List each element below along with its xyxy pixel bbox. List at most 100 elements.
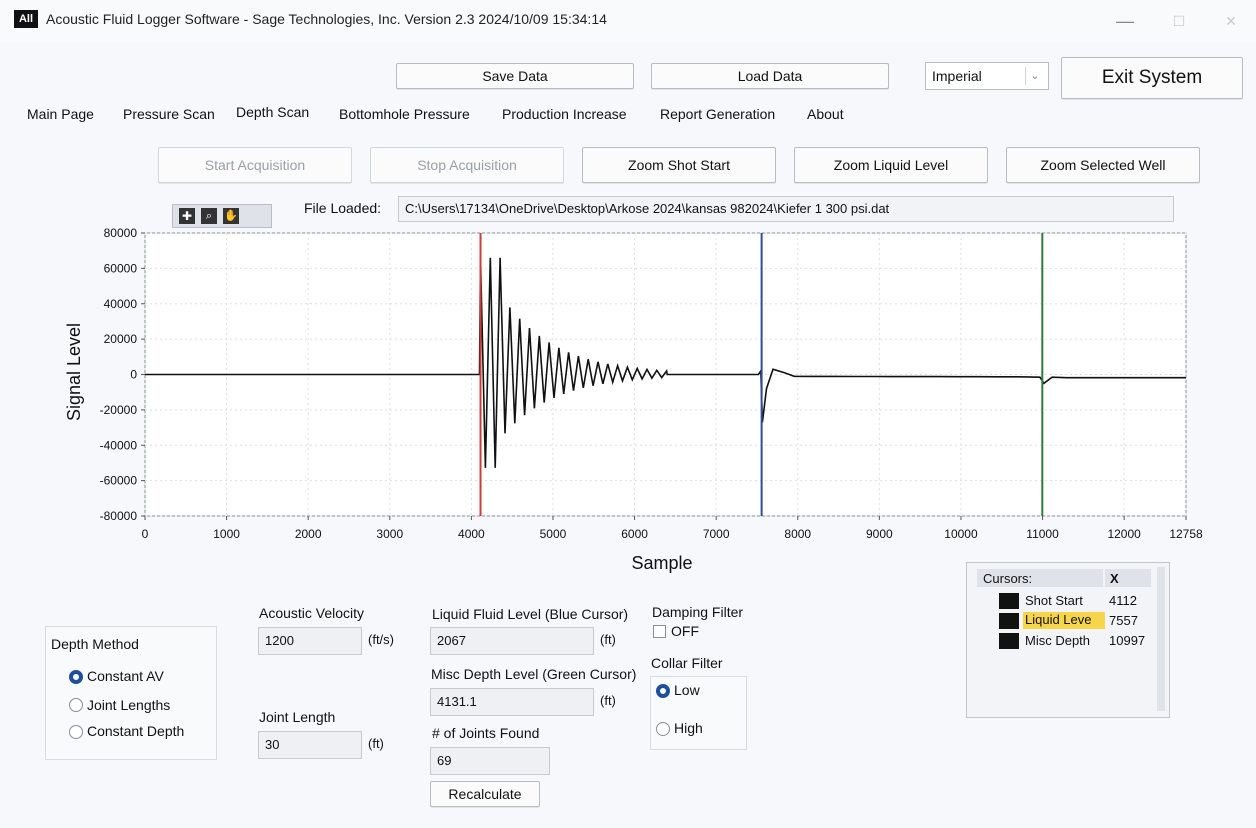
radio-constant-depth[interactable] (69, 725, 83, 739)
recalculate-button[interactable]: Recalculate (430, 781, 540, 807)
file-path-field[interactable]: C:\Users\17134\OneDrive\Desktop\Arkose 2… (398, 196, 1174, 222)
y-axis-label: Signal Level (64, 323, 84, 421)
exit-system-button[interactable]: Exit System (1061, 57, 1243, 99)
start-acquisition-button[interactable]: Start Acquisition (158, 147, 352, 183)
y-tick-label: -60000 (100, 474, 138, 488)
y-tick-label: 80000 (104, 226, 138, 240)
cursor-row-misc-depth[interactable]: Misc Depth (1025, 633, 1091, 648)
x-tick-label: 4000 (458, 527, 485, 541)
zoom-icon[interactable]: ⌕ (201, 208, 217, 224)
acoustic-velocity-unit: (ft/s) (368, 632, 394, 647)
tab-depth-scan[interactable]: Depth Scan (236, 104, 310, 120)
load-data-button[interactable]: Load Data (651, 63, 889, 89)
table-scrollbar[interactable] (1157, 567, 1165, 711)
x-tick-label: 1000 (213, 527, 240, 541)
misc-depth-label: Misc Depth Level (Green Cursor) (431, 666, 637, 682)
constant-av-label: Constant AV (87, 668, 164, 684)
radio-joint-lengths[interactable] (69, 698, 83, 712)
depth-method-title: Depth Method (51, 636, 139, 652)
x-tick-label: 9000 (866, 527, 893, 541)
damping-filter-label: Damping Filter (652, 604, 744, 620)
joint-length-unit: (ft) (368, 736, 384, 751)
close-icon[interactable]: ✕ (1225, 13, 1237, 29)
cursor-table: Cursors: X Shot Start 4112 Liquid Leve 7… (966, 562, 1170, 718)
acoustic-velocity-input[interactable]: 1200 (258, 627, 362, 655)
x-tick-label: 10000 (944, 527, 978, 541)
y-tick-label: 40000 (104, 297, 138, 311)
app-icon: All (14, 10, 38, 28)
cursor-row-misc-depth-x: 10997 (1109, 633, 1146, 648)
zoom-selected-well-button[interactable]: Zoom Selected Well (1006, 147, 1200, 183)
x-tick-label: 7000 (703, 527, 730, 541)
x-tick-label: 2000 (295, 527, 322, 541)
pan-icon[interactable]: ✚ (179, 208, 195, 224)
misc-depth-swatch (999, 633, 1019, 649)
x-tick-label: 12758 (1169, 527, 1203, 541)
stop-acquisition-button[interactable]: Stop Acquisition (370, 147, 564, 183)
cursor-header-bg (977, 569, 1103, 587)
x-tick-label: 3000 (376, 527, 403, 541)
x-header-bg (1105, 569, 1151, 587)
cursor-row-liquid-level-x: 7557 (1109, 613, 1138, 628)
units-select[interactable]: Imperial ⌄ (925, 62, 1049, 90)
radio-collar-low[interactable] (656, 684, 670, 698)
collar-high-label: High (674, 720, 703, 736)
joints-found-field: 69 (430, 747, 550, 775)
damping-filter-state: OFF (671, 623, 699, 639)
tab-bottomhole-pressure[interactable]: Bottomhole Pressure (339, 106, 470, 122)
joints-found-label: # of Joints Found (432, 725, 540, 741)
tab-pressure-scan[interactable]: Pressure Scan (123, 106, 215, 122)
constant-depth-label: Constant Depth (87, 723, 185, 739)
x-tick-label: 12000 (1107, 527, 1141, 541)
x-tick-label: 0 (142, 527, 149, 541)
tab-production-increase[interactable]: Production Increase (502, 106, 627, 122)
misc-depth-field: 4131.1 (430, 688, 594, 716)
x-header: X (1110, 571, 1119, 586)
units-selected-value: Imperial (932, 68, 982, 84)
collar-filter-label: Collar Filter (651, 655, 723, 671)
save-data-button[interactable]: Save Data (396, 63, 634, 89)
liquid-level-unit: (ft) (600, 632, 616, 647)
file-loaded-label: File Loaded: (304, 200, 382, 216)
cursors-header: Cursors: (983, 571, 1033, 586)
y-tick-label: 20000 (104, 332, 138, 346)
tab-report-generation[interactable]: Report Generation (660, 106, 776, 122)
cursor-row-shot-start-x: 4112 (1109, 593, 1137, 608)
chevron-down-icon[interactable]: ⌄ (1025, 67, 1044, 85)
cursor-row-liquid-level[interactable]: Liquid Leve (1023, 612, 1105, 629)
joint-lengths-label: Joint Lengths (87, 697, 171, 713)
radio-constant-av[interactable] (69, 670, 83, 684)
zoom-liquid-level-button[interactable]: Zoom Liquid Level (794, 147, 988, 183)
acoustic-velocity-label: Acoustic Velocity (259, 605, 365, 621)
x-tick-label: 6000 (621, 527, 648, 541)
y-tick-label: 60000 (104, 261, 138, 275)
graph-palette: ✚ ⌕ ✋ (172, 204, 272, 228)
joint-length-label: Joint Length (259, 709, 336, 725)
y-tick-label: -80000 (100, 509, 138, 523)
y-tick-label: -20000 (100, 403, 138, 417)
signal-chart: 0 1000 2000 3000 4000 5000 6000 7000 8000 9000 100… (64, 226, 1203, 573)
collar-low-label: Low (674, 682, 700, 698)
shot-start-swatch (999, 593, 1019, 609)
y-tick-label: 0 (130, 368, 137, 382)
y-tick-label: -40000 (100, 438, 138, 452)
misc-depth-unit: (ft) (600, 693, 616, 708)
title-bar: All Acoustic Fluid Logger Software - Sag… (0, 0, 1256, 42)
x-tick-label: 8000 (784, 527, 811, 541)
x-axis-label: Sample (631, 553, 692, 573)
damping-filter-checkbox[interactable] (653, 625, 666, 638)
liquid-level-label: Liquid Fluid Level (Blue Cursor) (432, 606, 629, 622)
cursor-row-shot-start[interactable]: Shot Start (1025, 593, 1083, 608)
tab-about[interactable]: About (807, 106, 844, 122)
joint-length-input[interactable]: 30 (258, 731, 362, 759)
window-title: Acoustic Fluid Logger Software - Sage Te… (46, 11, 607, 27)
minimize-icon[interactable]: — (1116, 11, 1134, 31)
tab-main-page[interactable]: Main Page (27, 106, 94, 122)
radio-collar-high[interactable] (656, 722, 670, 736)
hand-icon[interactable]: ✋ (223, 208, 239, 224)
zoom-shot-start-button[interactable]: Zoom Shot Start (582, 147, 776, 183)
x-tick-label: 5000 (540, 527, 567, 541)
maximize-icon[interactable]: ☐ (1172, 13, 1186, 29)
signal-trace (145, 257, 1186, 468)
liquid-level-field: 2067 (430, 627, 594, 655)
